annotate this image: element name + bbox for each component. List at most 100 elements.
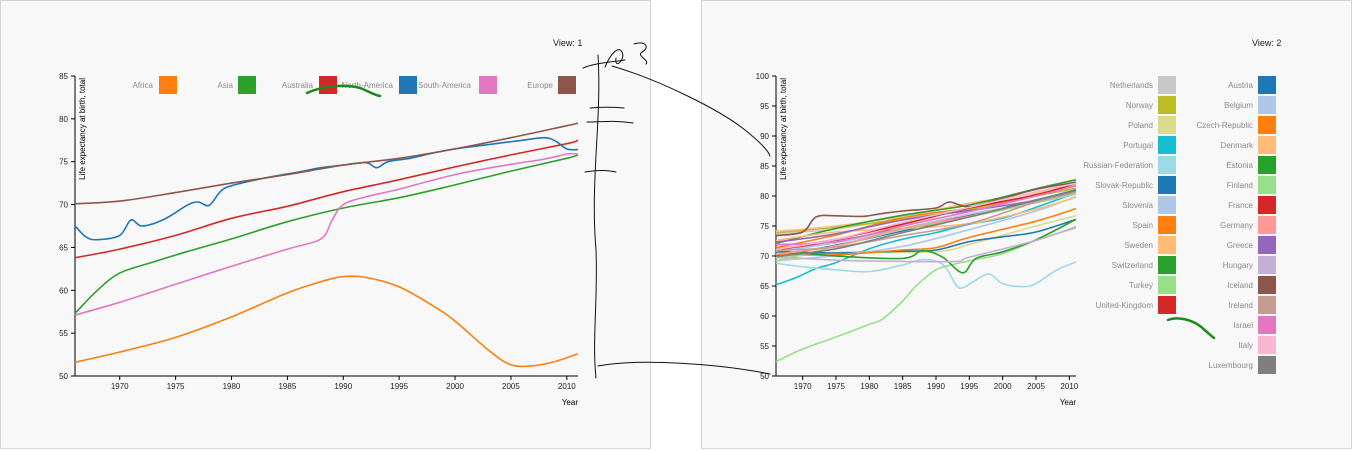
x-tick-label: 1995 bbox=[390, 382, 408, 391]
series-line-europe bbox=[74, 122, 579, 205]
legend-swatch bbox=[1158, 236, 1176, 254]
legend-swatch bbox=[1258, 236, 1276, 254]
legend-label: Finland bbox=[1227, 181, 1253, 190]
y-tick-label: 50 bbox=[59, 372, 68, 381]
legend-label: Sweden bbox=[1124, 241, 1153, 250]
legend-label: Poland bbox=[1128, 121, 1153, 130]
series-line-russian-federation bbox=[775, 258, 1077, 290]
legend-label: Portugal bbox=[1123, 141, 1153, 150]
legend-swatch bbox=[1258, 336, 1276, 354]
series-line-slovak-republic bbox=[775, 218, 1077, 254]
legend-swatch bbox=[1258, 256, 1276, 274]
y-tick-label: 55 bbox=[760, 342, 769, 351]
line-chart-view-2: 50 55 60 65 70 75 80 85 90 95 100 1970 1975 1980 1985 1… bbox=[756, 72, 1276, 407]
y-axis-label: Life expectancy at birth, total bbox=[779, 78, 788, 180]
legend-label: Netherlands bbox=[1110, 81, 1153, 90]
y-tick-label: 75 bbox=[760, 222, 769, 231]
legend: Netherlands Norway Poland Portugal Russian-F… bbox=[1083, 76, 1276, 374]
series-line-turkey bbox=[775, 227, 1077, 363]
y-tick-label: 65 bbox=[59, 243, 68, 252]
legend-swatch bbox=[1258, 196, 1276, 214]
series-lines bbox=[775, 179, 1077, 363]
legend-label: Iceland bbox=[1227, 281, 1253, 290]
x-tick-label: 1985 bbox=[894, 382, 912, 391]
legend-swatch bbox=[1158, 296, 1176, 314]
series-line-czech-republic bbox=[775, 207, 1077, 256]
legend-swatch bbox=[1258, 96, 1276, 114]
legend-swatch bbox=[1258, 356, 1276, 374]
y-tick-label: 85 bbox=[760, 162, 769, 171]
x-axis-label: Year bbox=[1060, 398, 1077, 407]
legend-label: Asia bbox=[217, 81, 233, 90]
legend-swatch bbox=[1258, 296, 1276, 314]
legend-swatch bbox=[1158, 136, 1176, 154]
legend-swatch bbox=[1258, 156, 1276, 174]
legend: Africa Asia Australia North-America South-Am… bbox=[133, 76, 576, 94]
series-line-ireland bbox=[775, 191, 1077, 252]
legend-swatch bbox=[1158, 176, 1176, 194]
x-tick-label: 2000 bbox=[994, 382, 1012, 391]
y-tick-label: 100 bbox=[756, 72, 770, 81]
legend-label: South-America bbox=[418, 81, 471, 90]
y-tick-label: 60 bbox=[59, 286, 68, 295]
series-line-italy bbox=[775, 182, 1077, 251]
y-tick-label: 70 bbox=[760, 252, 769, 261]
legend-swatch bbox=[399, 76, 417, 94]
y-tick-label: 55 bbox=[59, 329, 68, 338]
legend-label: North-America bbox=[341, 81, 393, 90]
legend-swatch bbox=[558, 76, 576, 94]
series-line-denmark bbox=[775, 196, 1077, 242]
legend-label: Estonia bbox=[1226, 161, 1253, 170]
legend-label: Greece bbox=[1227, 241, 1254, 250]
legend-label: Russian-Federation bbox=[1083, 161, 1153, 170]
legend-label: Denmark bbox=[1221, 141, 1254, 150]
legend-swatch bbox=[1158, 276, 1176, 294]
y-axis-label: Life expectancy at birth, total bbox=[78, 78, 87, 180]
legend-label: Italy bbox=[1238, 341, 1253, 350]
y-tick-label: 70 bbox=[59, 201, 68, 210]
legend-swatch bbox=[1158, 196, 1176, 214]
legend-swatch bbox=[238, 76, 256, 94]
legend-label: Switzerland bbox=[1112, 261, 1153, 270]
x-tick-label: 2010 bbox=[558, 382, 576, 391]
legend-label: Hungary bbox=[1223, 261, 1253, 270]
x-tick-label: 1970 bbox=[794, 382, 812, 391]
series-lines bbox=[74, 122, 579, 368]
legend-swatch bbox=[1158, 76, 1176, 94]
series-line-asia bbox=[74, 154, 579, 314]
y-tick-label: 85 bbox=[59, 72, 68, 81]
legend-swatch bbox=[1258, 76, 1276, 94]
legend-swatch bbox=[1158, 96, 1176, 114]
x-tick-label: 2005 bbox=[1027, 382, 1045, 391]
legend-label: France bbox=[1228, 201, 1253, 210]
y-tick-label: 50 bbox=[760, 372, 769, 381]
legend-swatch bbox=[1258, 216, 1276, 234]
view-label: View: 2 bbox=[1252, 38, 1282, 48]
x-tick-label: 2000 bbox=[446, 382, 464, 391]
x-axis-label: Year bbox=[562, 398, 579, 407]
legend-label: Slovenia bbox=[1122, 201, 1153, 210]
y-tick-label: 80 bbox=[59, 115, 68, 124]
x-tick-label: 1980 bbox=[860, 382, 878, 391]
legend-swatch bbox=[1258, 176, 1276, 194]
y-tick-label: 75 bbox=[59, 158, 68, 167]
series-line-estonia bbox=[775, 218, 1077, 274]
series-line-africa bbox=[74, 275, 579, 368]
legend-swatch bbox=[479, 76, 497, 94]
legend-swatch bbox=[1158, 256, 1176, 274]
x-tick-label: 1995 bbox=[960, 382, 978, 391]
legend-label: Austria bbox=[1228, 81, 1253, 90]
x-tick-label: 1990 bbox=[334, 382, 352, 391]
series-line-israel bbox=[775, 185, 1077, 246]
view-label: View: 1 bbox=[553, 38, 583, 48]
x-tick-label: 1975 bbox=[827, 382, 845, 391]
legend-swatch bbox=[1158, 216, 1176, 234]
legend-swatch bbox=[1258, 136, 1276, 154]
y-tick-label: 95 bbox=[760, 102, 769, 111]
legend-label: Australia bbox=[282, 81, 314, 90]
legend-label: United-Kingdom bbox=[1096, 301, 1154, 310]
series-line-south-america bbox=[74, 152, 579, 316]
x-tick-label: 2010 bbox=[1060, 382, 1078, 391]
legend-label: Israel bbox=[1233, 321, 1253, 330]
legend-label: Europe bbox=[527, 81, 553, 90]
